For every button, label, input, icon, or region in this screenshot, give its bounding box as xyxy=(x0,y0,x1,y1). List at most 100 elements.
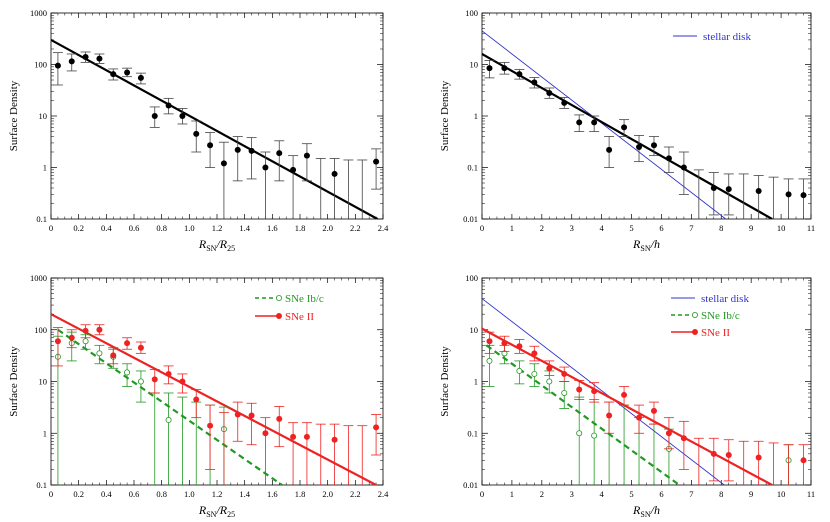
data-point xyxy=(165,102,172,109)
x-axis-label: RSN/R25 xyxy=(198,503,235,517)
x-axis-label: RSN/h xyxy=(632,503,660,517)
fit-line xyxy=(482,30,727,219)
x-tick-label: 2.4 xyxy=(378,223,389,233)
x-tick-label: 0.6 xyxy=(129,489,140,499)
chart-top-right: 0 1 2 3 4 5 6 7 8 9 10 11 0.01 0.1 1 10 100 Surface Densi… xyxy=(439,8,815,253)
data-point xyxy=(276,150,283,157)
plot-frame xyxy=(50,12,384,220)
x-tick-label: 5 xyxy=(629,489,633,499)
x-tick-label: 0.8 xyxy=(156,489,167,499)
data-point xyxy=(96,326,103,333)
y-tick-label: 1000 xyxy=(30,8,47,18)
data-point xyxy=(220,160,227,167)
data-point xyxy=(54,338,61,345)
x-tick-label: 11 xyxy=(807,489,815,499)
y-tick-label: 0.1 xyxy=(467,163,478,173)
x-tick-label: 1.0 xyxy=(184,489,195,499)
legend-marker xyxy=(275,294,282,301)
data-point xyxy=(234,146,241,153)
x-tick-label: 1.6 xyxy=(267,223,278,233)
data-point xyxy=(486,338,493,345)
y-tick-label: 100 xyxy=(465,8,478,18)
x-tick-label: 8 xyxy=(719,489,723,499)
x-axis-label-subscript: SN xyxy=(640,510,650,517)
x-tick-label: 0 xyxy=(480,223,484,233)
y-tick-label: 0.1 xyxy=(467,428,478,438)
data-point xyxy=(636,144,643,151)
data-point xyxy=(531,370,538,377)
data-point xyxy=(665,155,672,162)
legend-label: SNe Ib/c xyxy=(701,310,740,322)
data-point xyxy=(531,79,538,86)
x-tick-label: 1.4 xyxy=(239,223,250,233)
data-point xyxy=(124,340,131,347)
legend-marker xyxy=(692,311,699,318)
data-point xyxy=(650,142,657,149)
data-point xyxy=(591,388,598,395)
x-tick-label: 0 xyxy=(480,489,484,499)
y-tick-label: 10 xyxy=(39,377,48,387)
data-point xyxy=(621,391,628,398)
plot-frame xyxy=(481,277,812,486)
data-point xyxy=(650,407,657,414)
x-axis-label-part: /h xyxy=(650,503,660,517)
data-point xyxy=(193,130,200,137)
x-tick-label: 0 xyxy=(49,223,53,233)
data-point xyxy=(54,62,61,69)
data-point xyxy=(179,378,186,385)
y-tick-label: 100 xyxy=(465,273,478,283)
x-tick-label: 3 xyxy=(570,489,574,499)
x-tick-label: 1 xyxy=(510,489,514,499)
x-tick-label: 1 xyxy=(510,223,514,233)
legend-label: SNe II xyxy=(285,311,314,323)
x-tick-label: 6 xyxy=(659,223,663,233)
x-tick-label: 1.4 xyxy=(239,489,250,499)
data-point xyxy=(680,435,687,442)
data-point xyxy=(373,424,380,431)
plot-frame xyxy=(50,277,384,486)
data-point xyxy=(262,430,269,437)
x-axis-label-subscript: 25 xyxy=(227,244,235,253)
y-tick-label: 100 xyxy=(34,325,47,335)
x-axis-label-part: /R xyxy=(215,237,227,251)
data-point xyxy=(110,352,117,359)
data-point xyxy=(82,327,89,334)
x-tick-label: 1.8 xyxy=(295,489,306,499)
y-axis-label: Surface Density xyxy=(8,80,20,151)
data-point xyxy=(124,69,131,76)
x-tick-label: 0.4 xyxy=(101,489,112,499)
data-point xyxy=(303,433,310,440)
y-tick-label: 0.01 xyxy=(463,480,478,490)
data-point xyxy=(68,58,75,65)
x-axis-label-subscript: SN xyxy=(206,244,216,253)
data-point xyxy=(755,187,762,194)
plot-area xyxy=(482,298,809,485)
x-tick-label: 10 xyxy=(777,223,786,233)
data-point xyxy=(576,430,583,437)
legend-label: stellar disk xyxy=(701,293,749,305)
data-point xyxy=(373,158,380,165)
data-point xyxy=(755,454,762,461)
x-tick-label: 10 xyxy=(777,489,786,499)
data-point xyxy=(262,164,269,171)
x-tick-label: 1.0 xyxy=(184,223,195,233)
data-point xyxy=(606,412,613,419)
data-point xyxy=(276,415,283,422)
x-tick-label: 1.2 xyxy=(212,489,223,499)
y-tick-label: 0.1 xyxy=(36,480,47,490)
x-tick-label: 4 xyxy=(600,223,605,233)
x-tick-label: 2.2 xyxy=(350,223,361,233)
data-point xyxy=(546,365,553,372)
data-point xyxy=(501,340,508,347)
data-point xyxy=(248,147,255,154)
data-point xyxy=(290,166,297,173)
x-axis-label-subscript: 25 xyxy=(227,510,235,517)
data-point xyxy=(621,124,628,131)
data-point xyxy=(96,350,103,357)
x-tick-label: 1.2 xyxy=(212,223,223,233)
x-axis-label-subscript: SN xyxy=(206,510,216,517)
chart-top-left: 0 0.2 0.4 0.6 0.8 1.0 1.2 1.4 1.6 1.8 2.0 2.2 2.4 0.1… xyxy=(8,8,389,253)
data-point xyxy=(486,357,493,364)
legend-marker xyxy=(692,328,699,335)
